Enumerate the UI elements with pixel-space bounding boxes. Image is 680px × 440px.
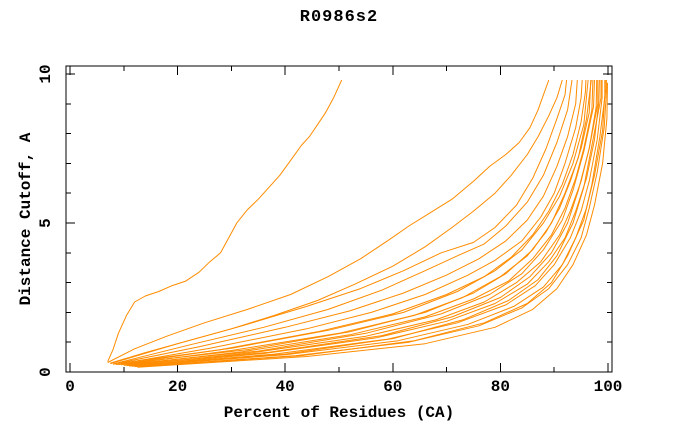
y-tick-label: 10 xyxy=(37,64,55,84)
data-curve xyxy=(123,79,594,366)
data-curve xyxy=(107,79,550,363)
x-tick-label: 0 xyxy=(65,378,75,396)
y-tick-label: 5 xyxy=(37,218,55,228)
y-tick-label: 0 xyxy=(37,367,55,377)
data-curve xyxy=(112,79,578,365)
data-curve xyxy=(129,80,599,366)
data-curve xyxy=(139,80,607,368)
data-curve xyxy=(107,79,343,362)
data-curve xyxy=(121,79,589,364)
data-curve xyxy=(110,79,563,364)
x-tick-label: 20 xyxy=(167,378,188,396)
data-curve xyxy=(126,79,595,365)
x-tick-label: 100 xyxy=(593,378,623,396)
data-curve xyxy=(129,79,600,367)
data-curve xyxy=(121,79,592,366)
plot-border xyxy=(65,65,613,373)
chart-title: R0986s2 xyxy=(299,8,379,27)
data-curve xyxy=(131,80,602,366)
data-curve xyxy=(115,79,583,366)
data-curve xyxy=(123,79,592,365)
x-tick-label: 60 xyxy=(383,378,403,396)
data-curve xyxy=(137,82,608,368)
data-curve xyxy=(110,79,568,365)
data-curve xyxy=(118,79,587,366)
data-curve xyxy=(129,80,603,367)
data-curve xyxy=(134,80,607,368)
x-tick-label: 40 xyxy=(275,378,295,396)
x-axis-label: Percent of Residues (CA) xyxy=(223,404,455,422)
data-curve xyxy=(112,79,573,365)
x-tick-label: 80 xyxy=(490,378,510,396)
